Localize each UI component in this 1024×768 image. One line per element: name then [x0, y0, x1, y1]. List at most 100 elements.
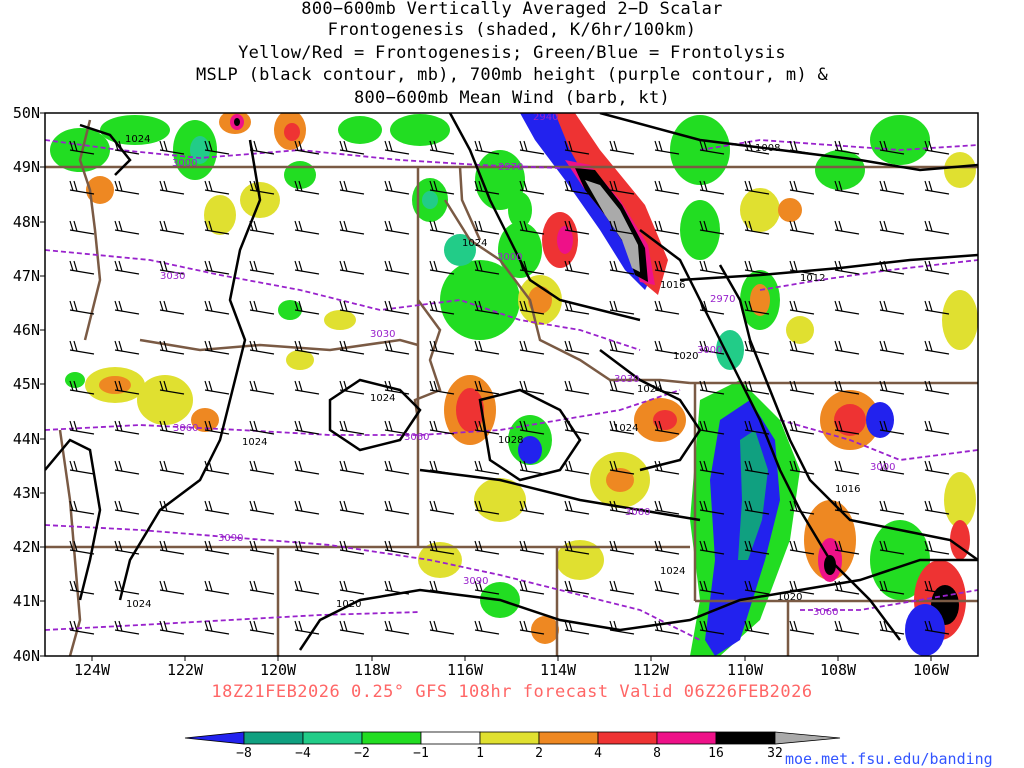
wind-barb [654, 509, 680, 515]
wind-barb-flag [339, 500, 344, 511]
wind-barb-flag [613, 540, 618, 552]
wind-barb [744, 309, 770, 315]
wind-barb-flag [478, 180, 483, 192]
wind-barb-flag [613, 300, 618, 312]
height-label: 3090 [463, 576, 488, 587]
wind-barb-flag [208, 500, 213, 512]
wind-barb-flag [564, 260, 569, 271]
lon-label: 110W [726, 661, 764, 679]
wind-barb-flag [249, 140, 254, 151]
wind-barb-flag [204, 180, 209, 191]
wind-barb [384, 629, 410, 635]
wind-barb-flag [343, 580, 348, 592]
wind-barb-flag [114, 260, 119, 271]
wind-barb-flag [159, 540, 164, 551]
wind-barb-flag [924, 180, 929, 191]
wind-barb-flag [793, 620, 798, 632]
wind-barb-flag [654, 180, 659, 191]
wind-barb [879, 309, 905, 315]
lat-label: 44N [12, 430, 40, 448]
wind-barb-flag [928, 300, 933, 312]
wind-barb-flag [568, 500, 573, 512]
wind-barb-flag [73, 340, 78, 352]
wind-barb [789, 629, 815, 635]
wind-barb [654, 269, 680, 275]
wind-barb [429, 309, 455, 315]
wind-barb [609, 269, 635, 275]
wind-barb-flag [703, 220, 708, 232]
wind-barb [744, 229, 770, 235]
map-title-line-3: Yellow/Red = Frontogenesis; Green/Blue =… [238, 43, 786, 63]
lon-label: 112W [632, 661, 670, 679]
wind-barb [564, 549, 590, 555]
wind-barb [339, 149, 365, 155]
wind-barb-flag [748, 420, 753, 432]
wind-barb-flag [564, 420, 569, 431]
wind-barb-flag [474, 220, 479, 231]
wind-barb-flag [879, 300, 884, 311]
wind-barb-flag [159, 580, 164, 591]
wind-barb-flag [253, 180, 258, 192]
wind-barb [924, 349, 950, 355]
mslp-label: 1020 [777, 592, 802, 603]
wind-barb-flag [163, 340, 168, 352]
wind-barb-flag [294, 140, 299, 151]
colorbar-swatch [184, 731, 245, 745]
wind-barb [519, 309, 545, 315]
wind-barb-flag [433, 460, 438, 472]
wind-barb [924, 269, 950, 275]
wind-barb-flag [429, 500, 434, 511]
lat-label: 47N [12, 267, 40, 285]
wind-barb [519, 189, 545, 195]
wind-barb [249, 149, 275, 155]
wind-barb-flag [789, 580, 794, 591]
wind-barb [789, 589, 815, 595]
wind-barb-flag [748, 580, 753, 592]
wind-barb [474, 549, 500, 555]
wind-barb-flag [114, 460, 119, 471]
wind-barb-flag [343, 140, 348, 152]
wind-barb-flag [118, 260, 123, 272]
colorbar-label: 2 [535, 746, 543, 761]
wind-barb-flag [114, 620, 119, 631]
wind-barb [339, 229, 365, 235]
wind-barb-flag [744, 380, 749, 391]
wind-barb-flag [793, 420, 798, 432]
wind-barb-flag [924, 340, 929, 351]
wind-barb-flag [478, 260, 483, 272]
wind-barb-flag [879, 180, 884, 191]
wind-barb-flag [433, 620, 438, 632]
wind-barb [879, 589, 905, 595]
wind-barb [789, 309, 815, 315]
wind-barb-flag [204, 300, 209, 311]
wind-barb-flag [568, 460, 573, 472]
wind-barb-flag [208, 580, 213, 592]
height-label: 3000 [172, 158, 197, 169]
wind-barb-flag [249, 300, 254, 311]
lat-label: 50N [12, 104, 40, 122]
wind-barb-flag [384, 460, 389, 471]
wind-barb [159, 469, 185, 475]
wind-barb-flag [253, 340, 258, 352]
wind-barb-flag [69, 500, 74, 511]
wind-barb [249, 509, 275, 515]
wind-barb-flag [793, 220, 798, 232]
wind-barb-flag [703, 300, 708, 312]
wind-barb-flag [748, 500, 753, 512]
lon-label: 108W [819, 661, 857, 679]
wind-barb-flag [114, 420, 119, 431]
wind-barb [474, 149, 500, 155]
wind-barb-flag [789, 620, 794, 631]
wind-barb [294, 269, 320, 275]
wind-barb [69, 149, 95, 155]
wind-barb-flag [253, 300, 258, 312]
credit-link[interactable]: moe.met.fsu.edu/banding [785, 750, 993, 768]
wind-barb [834, 389, 860, 395]
wind-barb [609, 469, 635, 475]
wind-barb [69, 509, 95, 515]
wind-barb-flag [114, 540, 119, 551]
wind-barb [834, 629, 860, 635]
wind-barb-flag [429, 140, 434, 151]
wind-barb-flag [928, 420, 933, 432]
wind-barb-flag [838, 140, 843, 152]
